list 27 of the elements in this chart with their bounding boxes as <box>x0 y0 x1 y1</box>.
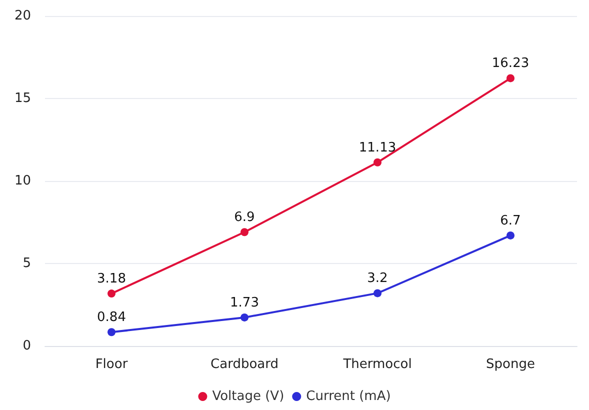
data-label: 3.18 <box>97 272 126 287</box>
data-label: 11.13 <box>358 140 396 156</box>
x-tick-label: Floor <box>95 357 128 372</box>
data-label: 6.9 <box>234 210 255 226</box>
data-label: 3.2 <box>367 271 388 286</box>
y-tick-label: 10 <box>14 174 31 188</box>
point <box>108 290 116 298</box>
y-tick-label: 15 <box>14 91 31 106</box>
y-tick-label: 20 <box>14 8 31 24</box>
point <box>108 328 116 336</box>
data-label: 6.7 <box>500 213 521 228</box>
y-tick-label: 5 <box>22 256 31 271</box>
legend-label: Current (mA) <box>306 389 391 404</box>
point <box>240 313 248 322</box>
x-tick-label: Sponge <box>486 357 535 372</box>
data-label: 1.73 <box>230 295 259 310</box>
legend-label: Voltage (V) <box>212 389 284 404</box>
data-label: 16.23 <box>492 56 530 72</box>
x-tick-label: Thermocol <box>342 357 412 372</box>
point <box>374 289 382 298</box>
point <box>506 231 514 240</box>
data-label: 0.84 <box>97 310 126 326</box>
point <box>374 158 382 166</box>
point <box>240 228 248 236</box>
x-tick-label: Cardboard <box>210 357 278 372</box>
point <box>506 74 514 82</box>
y-tick-label: 0 <box>22 338 31 354</box>
